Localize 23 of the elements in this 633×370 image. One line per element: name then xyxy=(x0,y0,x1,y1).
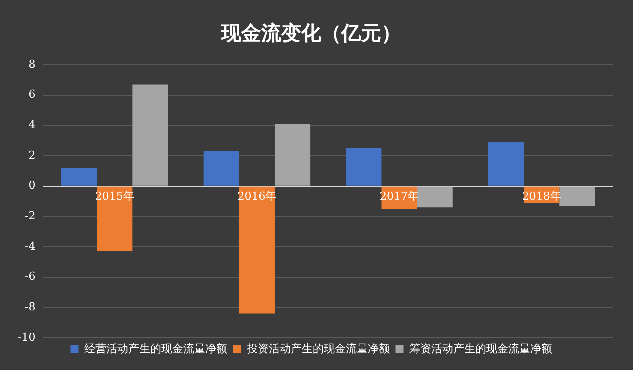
legend-label: 经营活动产生的现金流量净额 xyxy=(84,342,228,356)
bar xyxy=(274,124,311,186)
y-tick-label: 6 xyxy=(28,88,36,102)
y-tick-label: 4 xyxy=(28,118,36,132)
y-tick-label: -4 xyxy=(24,240,36,253)
bar xyxy=(417,186,453,208)
legend-label: 投资活动产生的现金流量净额 xyxy=(246,342,390,356)
y-tick-label: -8 xyxy=(24,300,36,314)
y-tick-label: -2 xyxy=(24,210,36,223)
bar xyxy=(488,142,524,186)
bar xyxy=(239,186,275,314)
y-tick-label: 2 xyxy=(28,148,36,162)
bar xyxy=(132,84,168,186)
bar xyxy=(346,148,382,186)
y-tick-label: 8 xyxy=(28,58,36,71)
y-tick-label: -10 xyxy=(18,330,36,344)
y-tick-label: 0 xyxy=(28,179,36,192)
chart-title: 现金流变化（亿元） xyxy=(220,21,402,46)
bar xyxy=(62,168,98,186)
y-tick-label: -6 xyxy=(24,270,36,284)
bar xyxy=(204,151,240,186)
bar xyxy=(560,186,596,206)
legend-label: 筹资活动产生的现金流量净额 xyxy=(409,342,552,356)
